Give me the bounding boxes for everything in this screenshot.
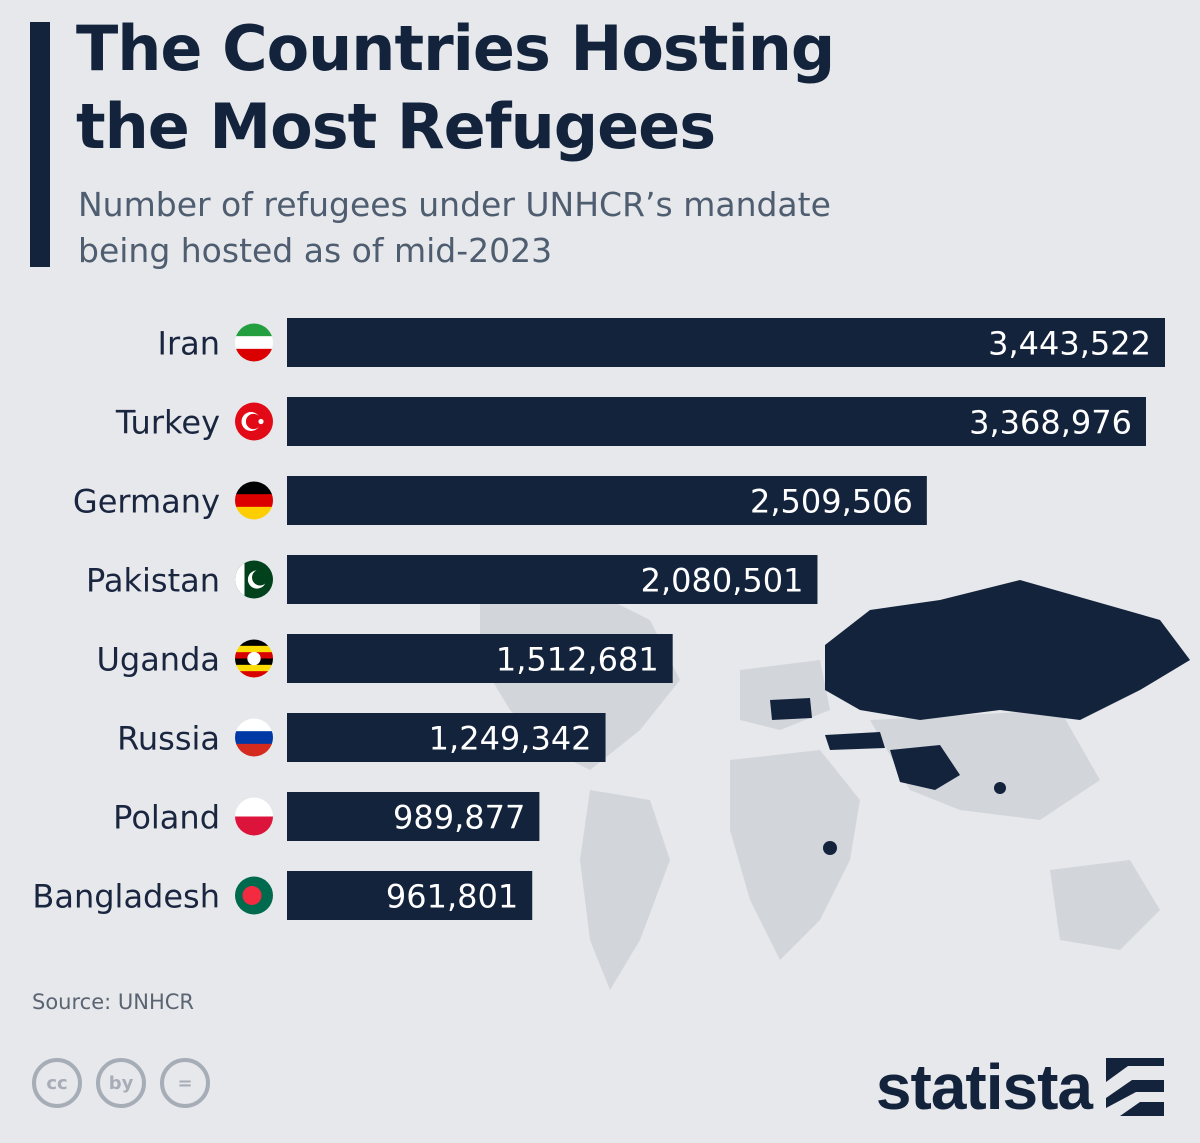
uganda-flag-icon: [235, 639, 273, 678]
bar[interactable]: [287, 318, 1165, 367]
bar-row-turkey: Turkey 3,368,976: [115, 397, 1146, 446]
statista-logo[interactable]: statista: [876, 1050, 1164, 1124]
statista-logo-icon: [1106, 1058, 1164, 1116]
chart-subtitle: Number of refugees under UNHCR’s mandate…: [78, 182, 1078, 274]
germany-flag-icon: [235, 481, 273, 520]
brand-name: statista: [875, 1051, 1093, 1123]
bar-row-pakistan: Pakistan 2,080,501: [86, 555, 818, 604]
value-label: 2,509,506: [750, 483, 913, 521]
value-label: 2,080,501: [641, 562, 804, 600]
map-bangladesh-highlight: [994, 782, 1006, 794]
value-label: 3,368,976: [969, 404, 1132, 442]
russia-flag-icon: [235, 718, 273, 757]
no-derivatives-icon[interactable]: =: [160, 1058, 210, 1108]
subtitle-line-1: Number of refugees under UNHCR’s mandate: [78, 185, 831, 224]
bar-row-germany: Germany 2,509,506: [73, 476, 927, 525]
iran-flag-icon: [235, 323, 273, 362]
map-south-america: [580, 790, 670, 990]
map-uganda-highlight: [823, 841, 837, 855]
map-russia-highlight: [825, 580, 1190, 720]
attribution-icon[interactable]: by: [96, 1058, 146, 1108]
bar-row-iran: Iran 3,443,522: [158, 318, 1165, 367]
value-label: 1,249,342: [429, 720, 592, 758]
chart-title: The Countries Hosting the Most Refugees: [76, 10, 1076, 166]
category-label: Bangladesh: [32, 878, 220, 916]
map-turkey-highlight: [825, 732, 885, 750]
map-iran-pakistan-highlight: [890, 745, 960, 790]
pakistan-flag-icon: [235, 560, 273, 599]
map-australia: [1050, 860, 1160, 950]
bar[interactable]: [287, 397, 1146, 446]
category-label: Poland: [113, 799, 220, 837]
bar-row-bangladesh: Bangladesh 961,801: [32, 871, 533, 920]
bangladesh-flag-icon: [235, 876, 273, 915]
bar-row-russia: Russia 1,249,342: [117, 713, 606, 762]
category-label: Iran: [158, 325, 220, 363]
turkey-flag-icon: [235, 402, 273, 441]
bar[interactable]: [287, 476, 927, 525]
map-africa: [730, 750, 860, 960]
source-note: Source: UNHCR: [32, 990, 195, 1014]
category-label: Turkey: [115, 404, 220, 442]
poland-flag-icon: [235, 797, 273, 836]
bar[interactable]: [287, 871, 533, 920]
map-asia: [870, 710, 1100, 820]
category-label: Pakistan: [86, 562, 220, 600]
bar[interactable]: [287, 634, 673, 683]
bar-row-uganda: Uganda 1,512,681: [96, 634, 673, 683]
bar[interactable]: [287, 713, 606, 762]
category-label: Russia: [117, 720, 220, 758]
title-line-2: the Most Refugees: [76, 90, 716, 163]
license-icons: cc by =: [32, 1058, 210, 1108]
title-accent-bar: [30, 22, 50, 267]
value-label: 989,877: [393, 799, 525, 837]
value-label: 961,801: [386, 878, 518, 916]
map-germany-poland-highlight: [770, 698, 812, 720]
category-label: Uganda: [96, 641, 220, 679]
bar[interactable]: [287, 555, 818, 604]
value-label: 3,443,522: [988, 325, 1151, 363]
bar[interactable]: [287, 792, 540, 841]
title-line-1: The Countries Hosting: [76, 12, 835, 85]
value-label: 1,512,681: [496, 641, 659, 679]
bar-row-poland: Poland 989,877: [113, 792, 540, 841]
category-label: Germany: [73, 483, 220, 521]
subtitle-line-2: being hosted as of mid-2023: [78, 231, 553, 270]
creative-commons-icon[interactable]: cc: [32, 1058, 82, 1108]
